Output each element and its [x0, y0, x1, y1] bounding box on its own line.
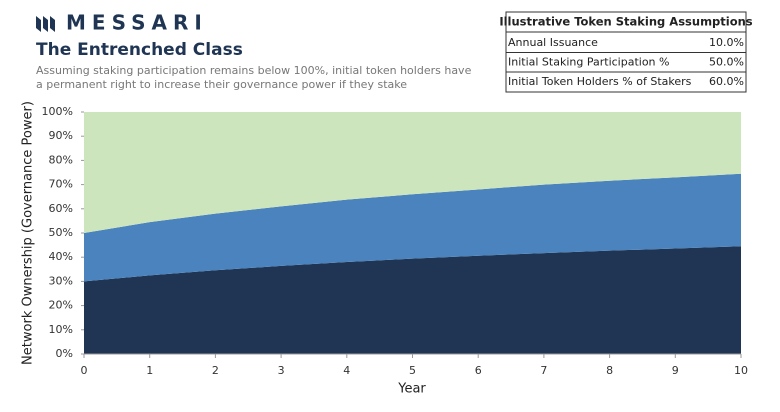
x-tick-label: 5: [409, 364, 416, 377]
y-tick-label: 80%: [49, 153, 73, 166]
y-tick-label: 70%: [49, 178, 73, 191]
y-tick-label: 30%: [49, 274, 73, 287]
table-value: 10.0%: [709, 36, 744, 49]
logo-icon: [36, 16, 55, 32]
table-value: 50.0%: [709, 56, 744, 69]
x-tick-label: 6: [475, 364, 482, 377]
y-tick-label: 10%: [49, 323, 73, 336]
x-tick-label: 8: [606, 364, 613, 377]
area: [84, 246, 741, 354]
x-axis-label: Year: [397, 382, 426, 397]
logo-text: MESSARI: [66, 11, 208, 35]
y-tick-label: 40%: [49, 250, 73, 263]
chart-subtitle: Assuming staking participation remains b…: [36, 64, 472, 91]
x-tick-label: 7: [540, 364, 547, 377]
y-tick-label: 20%: [49, 299, 73, 312]
table-value: 60.0%: [709, 75, 744, 88]
x-tick-label: 0: [81, 364, 88, 377]
table-label: Initial Token Holders % of Stakers: [508, 75, 692, 88]
y-tick-label: 90%: [49, 129, 73, 142]
area: [84, 173, 741, 282]
y-axis-label: Network Ownership (Governance Power): [21, 101, 36, 365]
area: [84, 112, 741, 233]
subtitle-box: Assuming staking participation remains b…: [36, 64, 472, 91]
y-tick-label: 50%: [49, 226, 73, 239]
y-tick-label: 100%: [42, 105, 73, 118]
table-label: Initial Staking Participation %: [508, 56, 669, 69]
table-label: Annual Issuance: [508, 36, 598, 49]
x-tick-label: 9: [672, 364, 679, 377]
y-tick-label: 60%: [49, 202, 73, 215]
x-tick-label: 10: [734, 364, 748, 377]
assumptions-table: Illustrative Token Staking Assumptions A…: [499, 11, 753, 93]
chart-title: The Entrenched Class: [36, 40, 243, 60]
table-title: Illustrative Token Staking Assumptions: [499, 15, 752, 29]
logo: MESSARI: [36, 11, 208, 35]
x-tick-label: 2: [212, 364, 219, 377]
x-tick-label: 4: [343, 364, 350, 377]
y-tick-label: 0%: [56, 347, 73, 360]
x-tick-label: 1: [146, 364, 153, 377]
x-tick-label: 3: [278, 364, 285, 377]
